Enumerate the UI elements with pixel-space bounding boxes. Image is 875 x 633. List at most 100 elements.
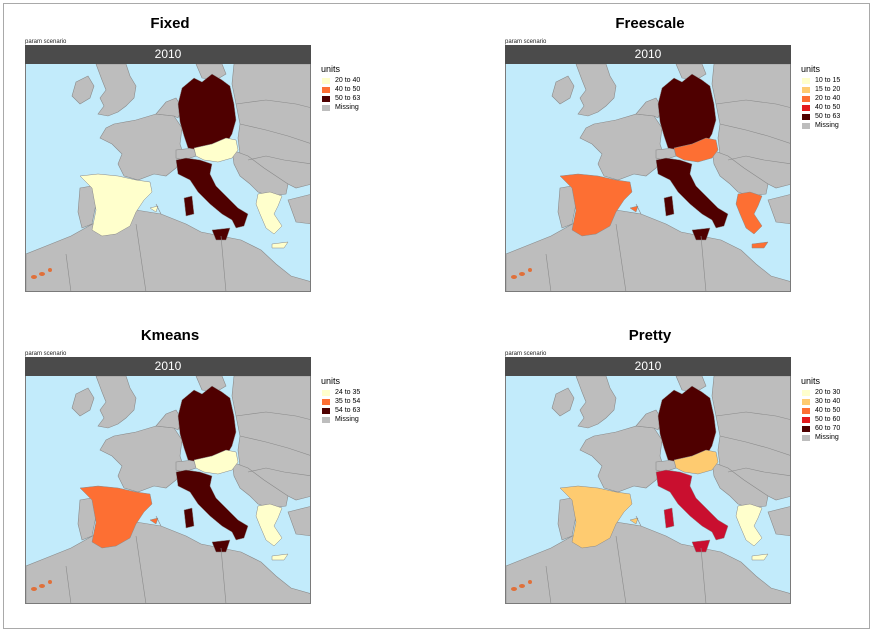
legend-title: units	[321, 376, 341, 386]
legend-entry: 20 to 40	[801, 94, 840, 103]
legend-entry: 30 to 40	[801, 397, 840, 406]
country-spain	[559, 485, 633, 549]
scandinavia	[195, 376, 227, 393]
legend-label: Missing	[815, 122, 839, 129]
country-greece-crete	[271, 553, 289, 561]
country-italy-sicily	[691, 539, 711, 553]
legend-entry: 40 to 50	[801, 406, 840, 415]
legend-label: 50 to 63	[815, 113, 841, 120]
british-isles	[95, 64, 137, 117]
legend-entry: 20 to 40	[321, 76, 360, 85]
legend-swatch	[801, 388, 811, 397]
legend-swatch	[801, 424, 811, 433]
legend-swatch	[321, 406, 331, 415]
country-austria	[673, 137, 719, 163]
country-borders	[65, 411, 310, 603]
legend-entry: 50 to 60	[801, 415, 840, 424]
legend-entry: 20 to 30	[801, 388, 840, 397]
country-austria	[193, 449, 239, 475]
turkey	[287, 194, 310, 225]
country-borders	[545, 411, 790, 603]
legend-swatch	[801, 433, 811, 442]
country-italy	[655, 157, 729, 229]
country-spain-balearic	[149, 205, 159, 213]
country-italy-sicily	[211, 539, 231, 553]
legend-title: units	[801, 64, 821, 74]
year-strip: 2010	[505, 45, 791, 64]
map-area	[505, 376, 791, 604]
legend-label: Missing	[335, 104, 359, 111]
map-panel-fixed: Fixed param scenario 2010	[25, 15, 365, 305]
legend-entries: 10 to 15 15 to 20 20 to 40 40 to 50 50 to 63…	[801, 76, 840, 130]
year-strip: 2010	[505, 357, 791, 376]
country-spain-balearic	[629, 205, 639, 213]
country-greece-crete	[751, 241, 769, 249]
legend-swatch	[321, 388, 331, 397]
country-italy	[175, 157, 249, 229]
legend-entries: 20 to 30 30 to 40 40 to 50 50 to 60 60 to 70…	[801, 388, 840, 442]
legend: units 24 to 35 35 to 54 54 to 63 Missing	[321, 376, 360, 424]
legend-entry: Missing	[321, 415, 360, 424]
legend-entry: 10 to 15	[801, 76, 840, 85]
map-svg	[26, 376, 310, 603]
british-isles	[575, 64, 617, 117]
country-greece	[255, 503, 283, 547]
map-svg	[26, 64, 310, 291]
ireland	[551, 387, 575, 417]
country-italy-sicily	[211, 227, 231, 241]
legend-swatch	[801, 406, 811, 415]
canary-islands	[31, 580, 52, 591]
legend-label: 35 to 54	[335, 398, 361, 405]
legend-swatch	[801, 121, 811, 130]
british-isles	[575, 376, 617, 429]
country-greece	[735, 503, 763, 547]
country-germany	[177, 385, 237, 463]
scandinavia	[675, 64, 707, 81]
legend-entry: 35 to 54	[321, 397, 360, 406]
legend-entry: 54 to 63	[321, 406, 360, 415]
legend-swatch	[321, 103, 331, 112]
country-germany	[657, 73, 717, 151]
legend-title: units	[321, 64, 341, 74]
legend-swatch	[801, 103, 811, 112]
legend-label: 40 to 50	[335, 86, 361, 93]
param-label: param scenario	[505, 39, 547, 45]
legend-entry: 50 to 63	[801, 112, 840, 121]
year-strip: 2010	[25, 357, 311, 376]
legend-title: units	[801, 376, 821, 386]
legend-entry: 24 to 35	[321, 388, 360, 397]
panel-title: Kmeans	[140, 327, 200, 344]
country-borders	[65, 99, 310, 291]
canary-islands	[31, 268, 52, 279]
legend-swatch	[321, 415, 331, 424]
turkey	[767, 506, 790, 537]
map-area	[25, 376, 311, 604]
legend-swatch	[801, 76, 811, 85]
legend-entry: 40 to 50	[801, 103, 840, 112]
legend-swatch	[321, 85, 331, 94]
country-italy-sardinia	[663, 195, 675, 217]
british-isles	[95, 376, 137, 429]
param-label: param scenario	[25, 351, 67, 357]
legend-label: 40 to 50	[815, 407, 841, 414]
legend-entry: Missing	[801, 433, 840, 442]
param-label: param scenario	[505, 351, 547, 357]
map-svg	[506, 376, 790, 603]
legend-swatch	[321, 94, 331, 103]
country-spain-balearic	[149, 517, 159, 525]
legend-swatch	[801, 415, 811, 424]
map-svg	[506, 64, 790, 291]
country-greece-crete	[271, 241, 289, 249]
legend: units 20 to 30 30 to 40 40 to 50 50 to 60 60…	[801, 376, 840, 442]
country-italy-sardinia	[183, 195, 195, 217]
legend-label: 20 to 30	[815, 389, 841, 396]
map-area	[505, 64, 791, 292]
ireland	[71, 387, 95, 417]
param-label: param scenario	[25, 39, 67, 45]
country-greece	[735, 191, 763, 235]
country-austria	[193, 137, 239, 163]
scandinavia	[195, 64, 227, 81]
legend: units 10 to 15 15 to 20 20 to 40 40 to 50 50…	[801, 64, 840, 130]
map-panel-pretty: Pretty param scenario 2010	[505, 327, 845, 617]
canary-islands	[511, 580, 532, 591]
